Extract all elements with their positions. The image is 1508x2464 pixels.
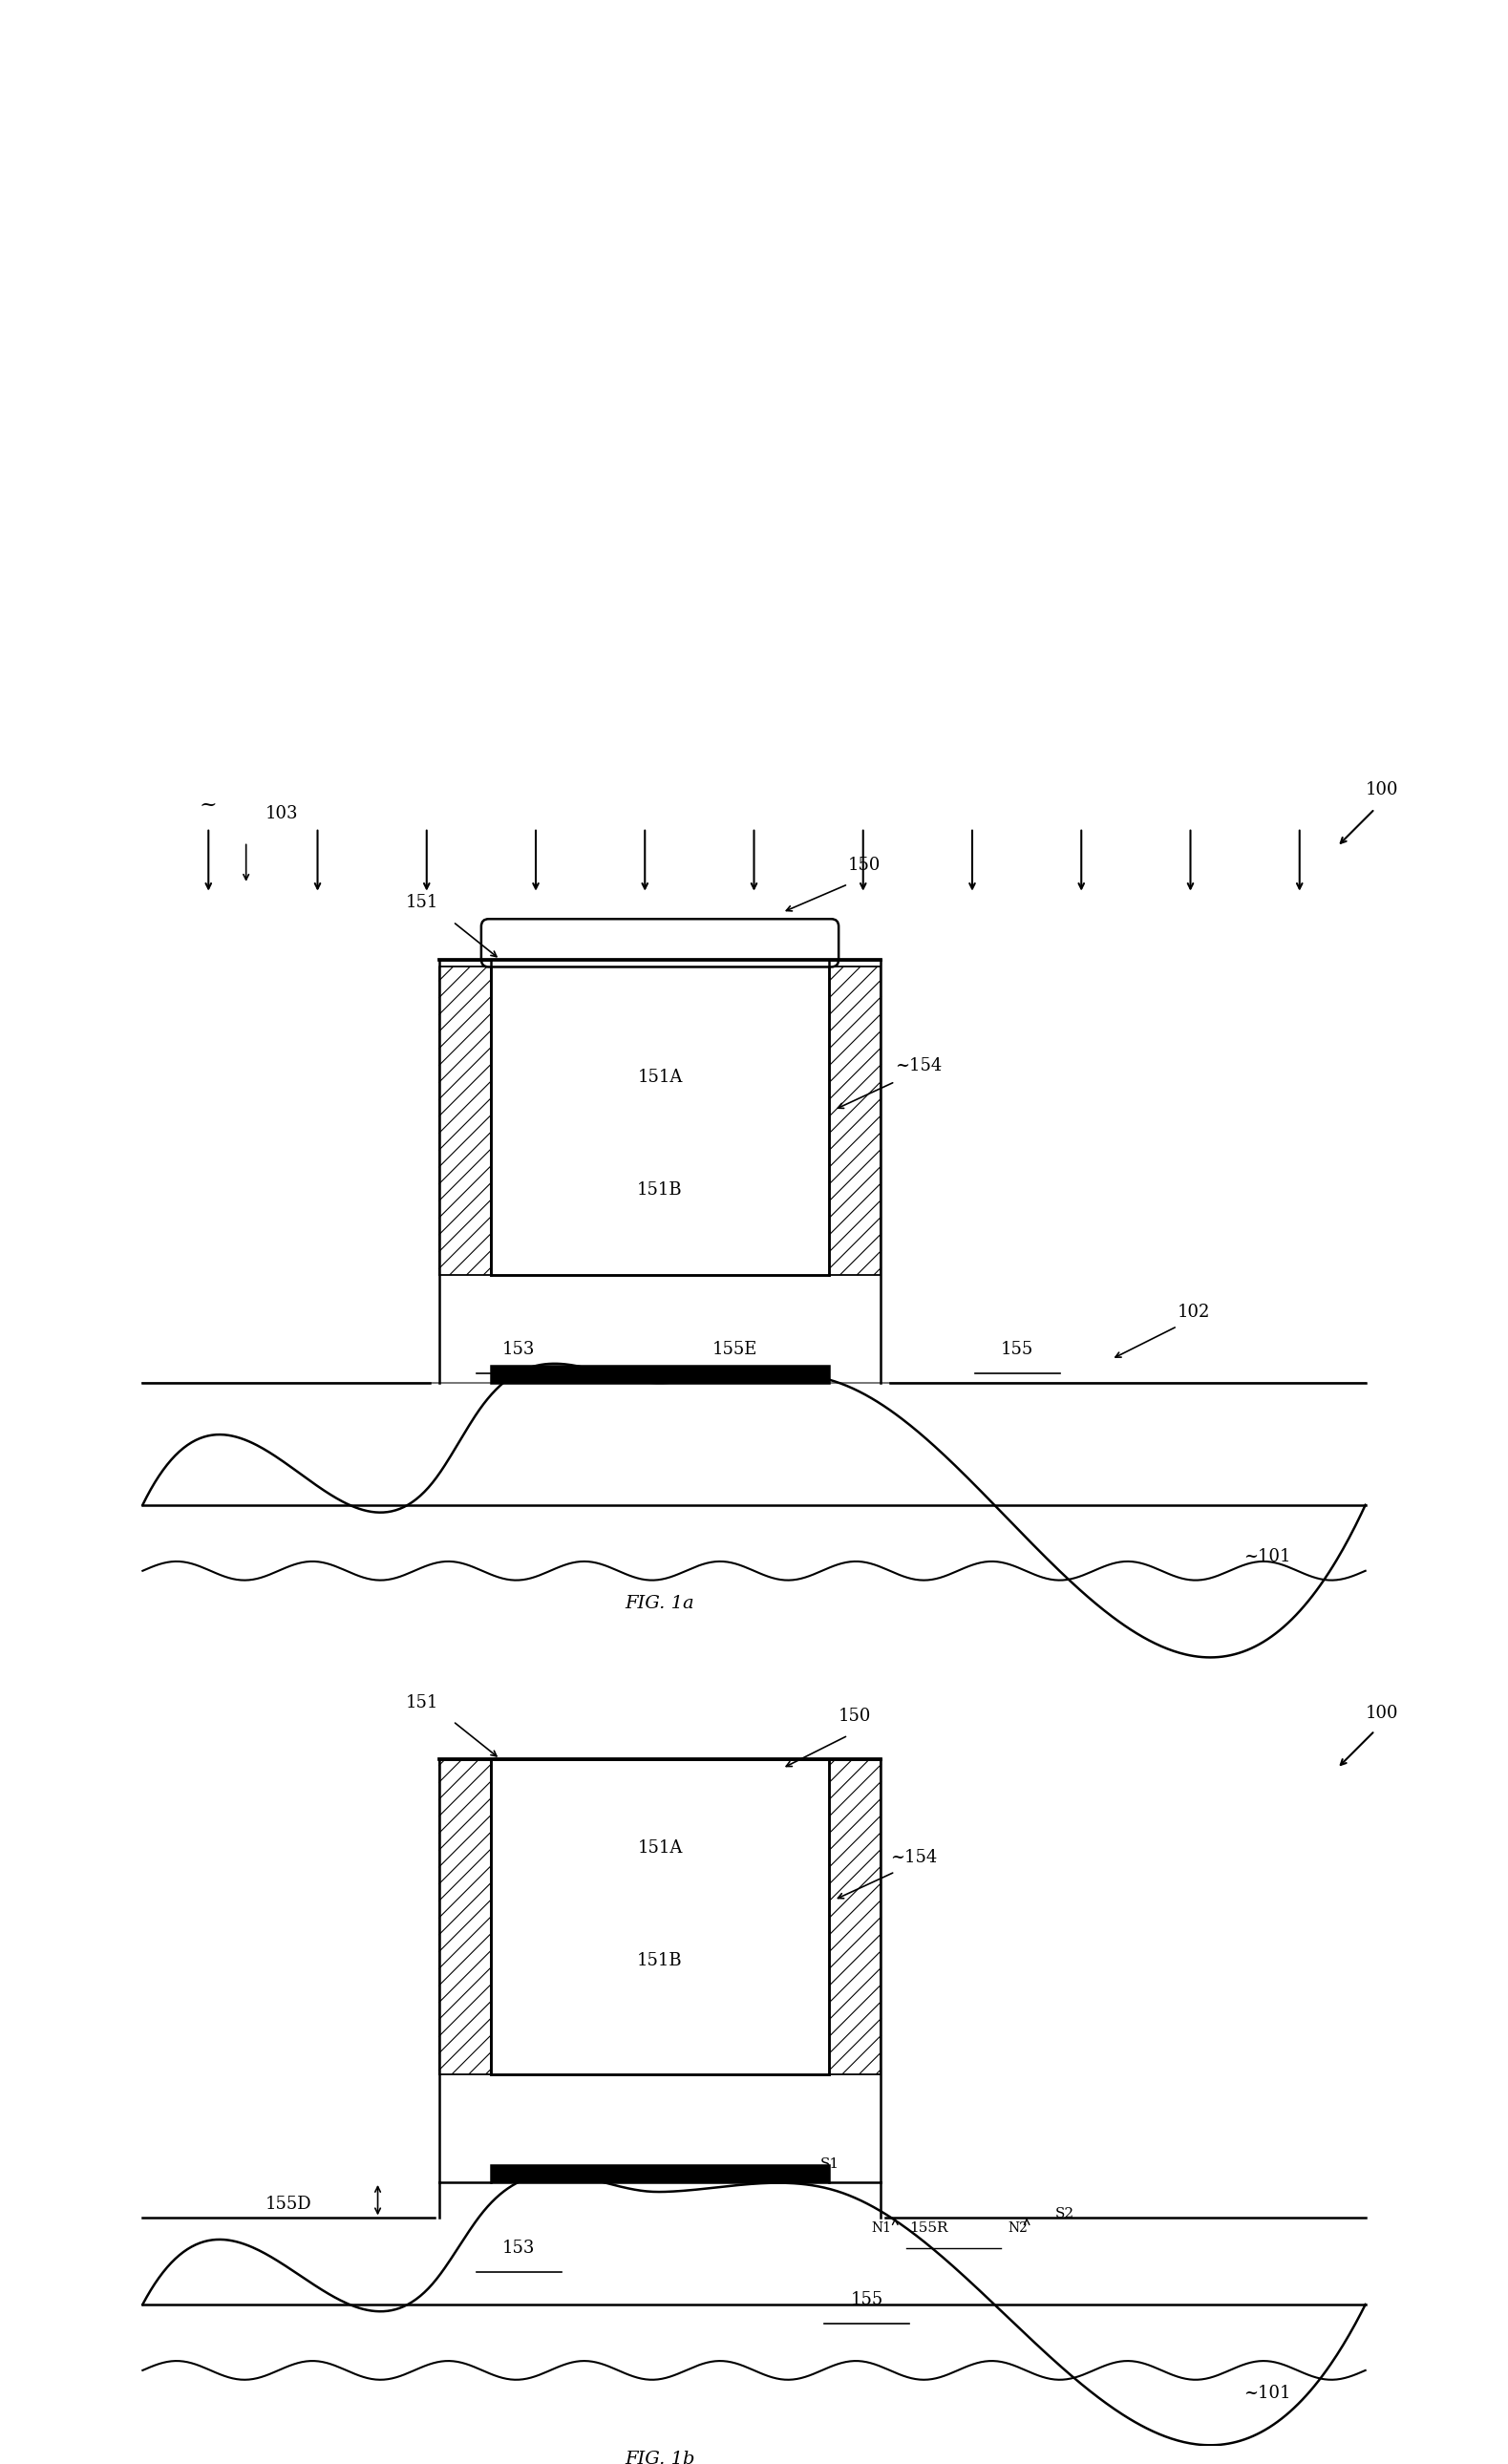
Text: 151A: 151A <box>638 1069 683 1087</box>
Text: 151A: 151A <box>638 1841 683 1858</box>
FancyBboxPatch shape <box>481 919 838 966</box>
Text: 155R: 155R <box>909 2223 949 2235</box>
Text: 155D: 155D <box>265 2195 311 2213</box>
Text: ~154: ~154 <box>896 1057 942 1074</box>
Text: 151: 151 <box>406 1693 439 1710</box>
Text: FIG. 1a: FIG. 1a <box>626 1594 695 1611</box>
Text: 151B: 151B <box>638 1951 683 1969</box>
Text: 155E: 155E <box>713 1340 759 1358</box>
Text: ~: ~ <box>199 793 217 816</box>
Text: ~154: ~154 <box>890 1848 938 1865</box>
Text: N2: N2 <box>1007 2223 1028 2235</box>
Text: 155: 155 <box>851 2292 884 2309</box>
Bar <box>490 1759 829 2075</box>
Text: 151B: 151B <box>638 1180 683 1198</box>
Text: 103: 103 <box>265 806 299 823</box>
Bar <box>490 958 829 1274</box>
Text: 153: 153 <box>502 1340 535 1358</box>
Text: 155: 155 <box>1001 1340 1033 1358</box>
Text: 100: 100 <box>1365 1705 1398 1722</box>
Text: 151: 151 <box>406 894 439 912</box>
Text: 153: 153 <box>502 2240 535 2257</box>
Text: ~101: ~101 <box>1243 2385 1291 2402</box>
Text: 150: 150 <box>838 1708 872 1725</box>
Bar <box>490 2166 829 2183</box>
Text: FIG. 1b: FIG. 1b <box>624 2452 695 2464</box>
Text: S2: S2 <box>1056 2208 1074 2220</box>
Text: ~101: ~101 <box>1243 1547 1291 1565</box>
Text: 102: 102 <box>1178 1303 1209 1321</box>
Bar <box>490 1365 829 1382</box>
Text: 100: 100 <box>1365 781 1398 798</box>
Text: 150: 150 <box>847 857 881 875</box>
Text: S1: S1 <box>820 2158 838 2171</box>
Text: N1: N1 <box>872 2223 891 2235</box>
